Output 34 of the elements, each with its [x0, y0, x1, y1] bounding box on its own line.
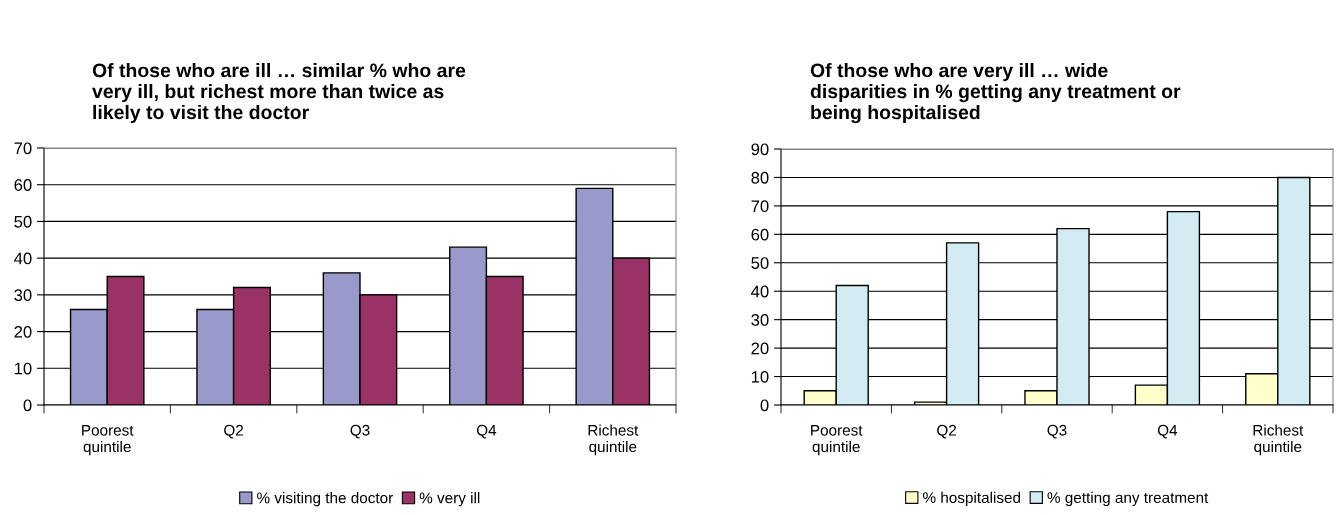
y-tick-label: 0 — [23, 399, 32, 412]
y-tick-label: 60 — [14, 179, 32, 191]
x-tick-label: Richest quintile — [1253, 424, 1304, 456]
legend-label: % hospitalised — [923, 491, 1021, 507]
y-tick-label: 40 — [14, 252, 32, 265]
x-tick-label: Q3 — [350, 424, 370, 439]
y-tick-label: 50 — [751, 257, 769, 269]
x-tick-label: Richest quintile — [588, 424, 639, 456]
x-tick-label: Q4 — [1157, 424, 1178, 439]
y-tick-label: 60 — [751, 228, 769, 241]
y-tick-label: 10 — [14, 362, 32, 375]
y-tick-label: 20 — [751, 342, 769, 355]
y-tick-label: 20 — [14, 325, 32, 338]
y-tick-label: 40 — [751, 285, 769, 298]
y-tick-label: 0 — [760, 399, 769, 412]
y-tick-label: 30 — [14, 289, 32, 302]
y-tick-label: 50 — [14, 215, 32, 228]
y-tick-label: 70 — [14, 142, 32, 155]
x-tick-label: Q4 — [476, 424, 497, 439]
legend-label: % very ill — [419, 492, 480, 507]
y-tick-label: 30 — [751, 314, 769, 326]
y-tick-label: 80 — [751, 171, 769, 184]
chart-title: Of those who are ill … similar % who are very ill, but richest more than twice as likely to visit the doctor — [92, 63, 466, 124]
x-tick-label: Q2 — [937, 424, 957, 439]
chart-title: Of those who are very ill … wide disparities in % getting any treatment or being hospitalised — [810, 63, 1181, 124]
legend-label: % visiting the doctor — [257, 492, 393, 507]
x-tick-label: Poorest quintile — [811, 425, 863, 456]
x-tick-label: Q2 — [224, 424, 244, 439]
y-tick-label: 70 — [751, 200, 769, 213]
x-tick-label: Q3 — [1047, 424, 1067, 439]
y-tick-label: 90 — [751, 143, 769, 156]
x-tick-label: Poorest quintile — [82, 425, 134, 456]
y-tick-label: 10 — [751, 370, 769, 383]
legend-label: % getting any treatment — [1047, 491, 1209, 507]
